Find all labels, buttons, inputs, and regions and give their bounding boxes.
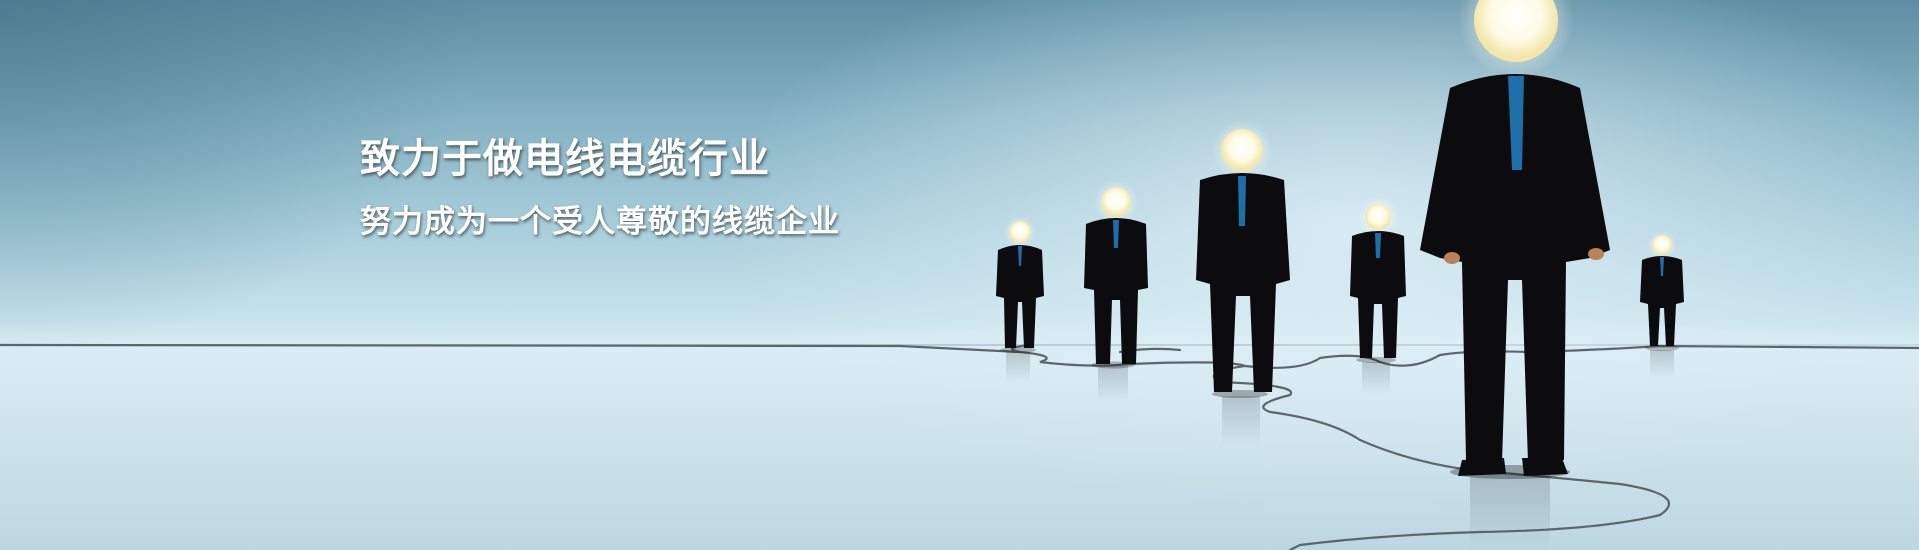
figure-center [1196, 120, 1290, 446]
lightbulb-head-icon [1652, 235, 1672, 255]
figure-medium-left [1084, 180, 1148, 402]
cable-wires [0, 343, 1919, 550]
figure-small-right [1640, 231, 1684, 378]
floor [0, 344, 1919, 550]
lightbulb-head-icon [1009, 221, 1031, 243]
lightbulb-head-icon [1474, 0, 1558, 62]
banner-headline: 致力于做电线电缆行业 [360, 136, 770, 182]
banner-subline: 努力成为一个受人尊敬的线缆企业 [360, 204, 840, 240]
lightbulb-head-icon [1221, 129, 1263, 171]
figure-small-left [996, 216, 1044, 382]
figure-medium-right [1350, 197, 1406, 394]
lightbulb-head-icon [1365, 204, 1391, 230]
horizon-line [0, 344, 1919, 346]
lightbulb-head-icon [1101, 187, 1131, 217]
figure-large-foreground [1420, 0, 1610, 550]
